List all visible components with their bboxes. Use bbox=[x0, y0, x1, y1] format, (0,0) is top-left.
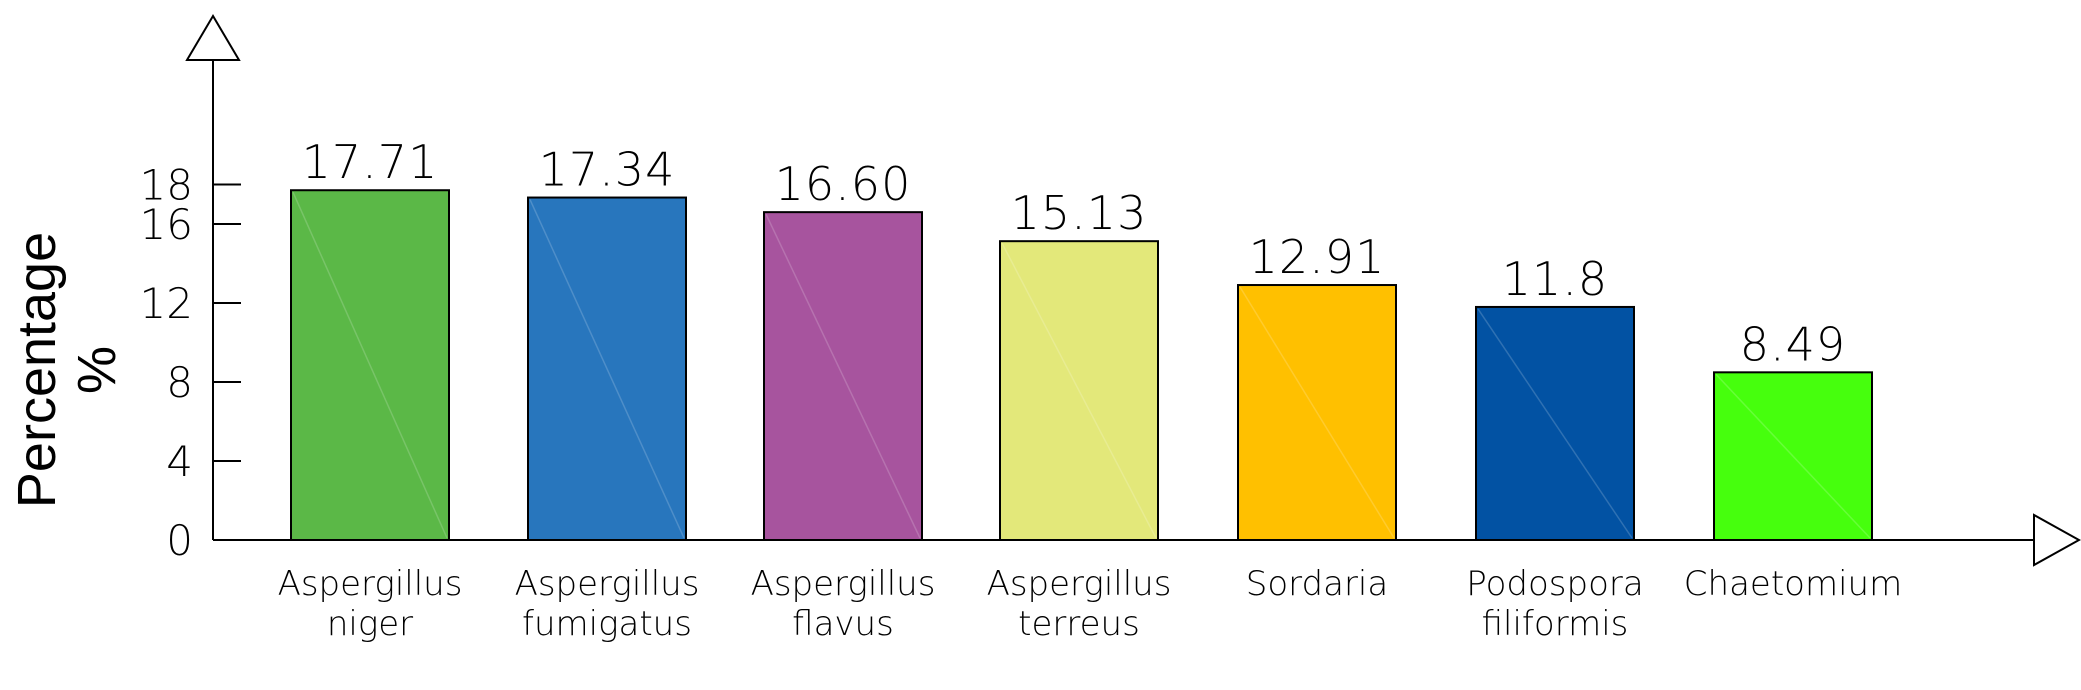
bar bbox=[999, 240, 1159, 541]
value-label: 17.34 bbox=[539, 143, 676, 197]
bar-sheen bbox=[1001, 242, 1157, 539]
category-label: Aspergillus bbox=[987, 564, 1172, 604]
category-label: Aspergillus bbox=[515, 564, 700, 604]
category-label: Aspergillus bbox=[278, 564, 463, 604]
y-tick-label: 16 bbox=[140, 200, 193, 249]
category-label: filiformis bbox=[1482, 604, 1629, 644]
value-labels: 17.71 17.34 16.60 15.13 12.91 11.8 8.49 bbox=[302, 135, 1846, 371]
y-axis-label: Percentage% bbox=[7, 232, 127, 508]
bars bbox=[290, 189, 1873, 542]
category-labels: AspergillusnigerAspergillusfumigatusAspe… bbox=[278, 564, 1903, 644]
bar-sheen bbox=[1477, 308, 1633, 539]
bar bbox=[763, 211, 923, 541]
y-axis-unit: % bbox=[67, 346, 127, 394]
bar-sheen bbox=[1715, 373, 1871, 539]
value-label: 15.13 bbox=[1011, 186, 1148, 240]
bar-sheen bbox=[529, 199, 685, 539]
value-label: 12.91 bbox=[1249, 230, 1386, 284]
bar bbox=[527, 196, 687, 541]
x-axis-arrow bbox=[2033, 513, 2081, 567]
category-label: flavus bbox=[792, 604, 894, 644]
bar-sheen bbox=[292, 191, 448, 539]
bar bbox=[1475, 305, 1635, 542]
y-tick-label: 0 bbox=[166, 516, 193, 565]
bar bbox=[290, 189, 450, 541]
y-axis-arrow bbox=[185, 14, 241, 61]
bar-sheen bbox=[1239, 286, 1395, 539]
category-label: Chaetomium bbox=[1684, 564, 1902, 604]
value-label: 16.60 bbox=[775, 157, 912, 211]
value-label: 17.71 bbox=[302, 135, 439, 189]
category-label: terreus bbox=[1018, 604, 1140, 644]
category-label: Aspergillus bbox=[751, 564, 936, 604]
y-tick-label: 12 bbox=[140, 279, 193, 328]
bar bbox=[1713, 371, 1873, 542]
y-axis-title: Percentage bbox=[7, 232, 67, 508]
category-label: Sordaria bbox=[1246, 564, 1388, 604]
y-tick-label: 8 bbox=[166, 358, 193, 407]
category-label: Podospora bbox=[1466, 564, 1643, 604]
value-label: 8.49 bbox=[1740, 317, 1846, 371]
bar-sheen bbox=[765, 213, 921, 539]
category-label: fumigatus bbox=[522, 604, 692, 644]
bar bbox=[1237, 284, 1397, 541]
y-tick-label: 4 bbox=[166, 437, 193, 486]
y-tick-label: 18 bbox=[140, 161, 193, 210]
value-label: 11.8 bbox=[1502, 252, 1608, 306]
category-label: niger bbox=[327, 604, 413, 644]
